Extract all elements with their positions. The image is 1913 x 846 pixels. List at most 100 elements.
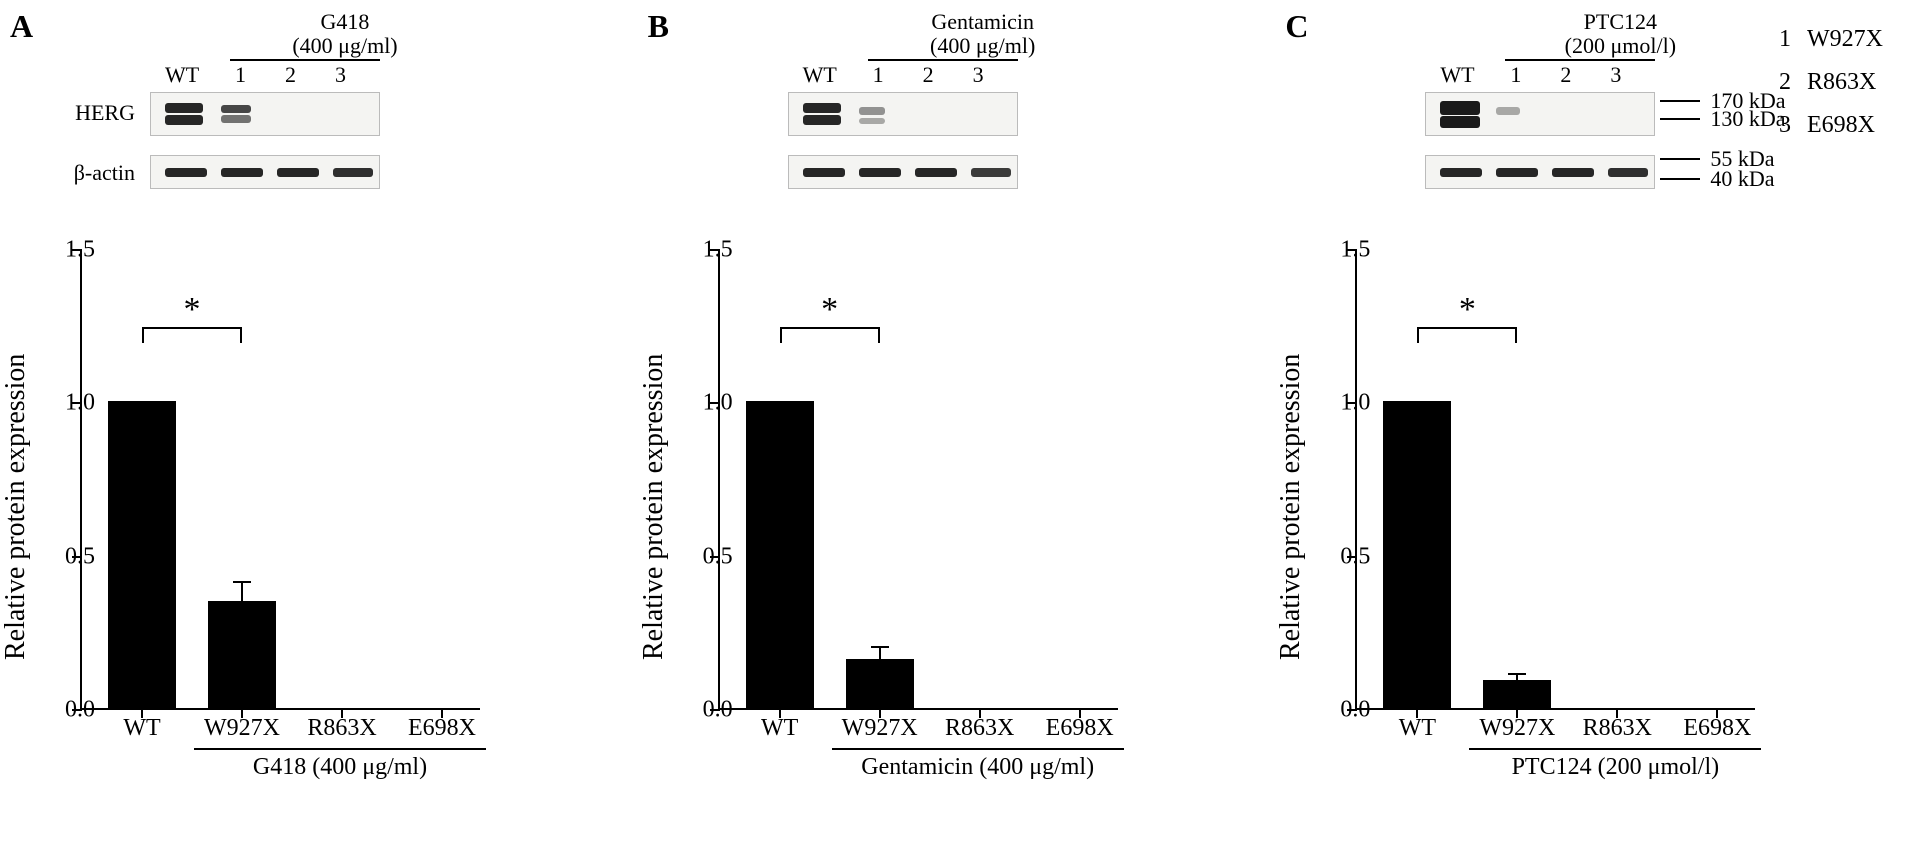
lane-num: 3 [973, 62, 984, 88]
lane-legend: 1W927X 2R863X 3E698X [1779, 18, 1883, 148]
blot-band [1440, 101, 1480, 115]
figure-container: AG418(400 μg/ml)WT123HERGβ-actinRelative… [0, 0, 1913, 846]
legend-item: 1W927X [1779, 18, 1883, 61]
actin-blot [788, 155, 1018, 189]
marker-tick [1660, 118, 1700, 120]
legend-label: R863X [1807, 69, 1876, 95]
blot-band [333, 168, 373, 177]
blot-band [1440, 116, 1480, 128]
legend-num: 2 [1779, 61, 1807, 104]
panel-label: C [1285, 8, 1308, 45]
y-tick-label: 1.0 [65, 390, 95, 417]
blot-band [165, 103, 203, 113]
y-tick-label: 0.0 [65, 697, 95, 724]
treatment-text: Gentamicin (400 μg/ml) [861, 754, 1094, 781]
error-bar-cap [1508, 673, 1526, 675]
y-tick-label: 1.5 [703, 237, 733, 264]
blot-row-label-herg: HERG [45, 100, 135, 126]
marker-tick [1660, 158, 1700, 160]
panel-label: B [648, 8, 669, 45]
western-blot: PTC124(200 μmol/l)WT123170 kDa130 kDa55 … [1325, 10, 1755, 200]
x-tick-label: R863X [945, 715, 1014, 742]
lane-num: 1 [873, 62, 884, 88]
lane-wt-label: WT [803, 62, 837, 88]
error-bar-cap [233, 581, 251, 583]
lane-group-bar [230, 59, 380, 61]
y-tick-label: 0.0 [1340, 697, 1370, 724]
bar [208, 601, 276, 708]
y-tick-label: 0.5 [703, 543, 733, 570]
bar [108, 401, 176, 708]
y-tick-label: 0.0 [703, 697, 733, 724]
blot-band [221, 168, 263, 177]
y-tick-label: 0.5 [65, 543, 95, 570]
blot-band [859, 168, 901, 177]
treatment-underline [1469, 748, 1761, 750]
x-tick-label: WT [1399, 715, 1436, 742]
y-tick-label: 1.5 [65, 237, 95, 264]
bar [1383, 401, 1451, 708]
significance-star: * [1459, 291, 1476, 329]
lane-header: WT123 [150, 62, 430, 88]
y-tick-label: 1.5 [1340, 237, 1370, 264]
bar [746, 401, 814, 708]
x-tick-label: W927X [1479, 715, 1555, 742]
blot-band [165, 115, 203, 125]
marker-label: 40 kDa [1710, 166, 1774, 192]
blot-band [1608, 168, 1648, 177]
bar-chart: Relative protein expressionWTW927XR863XE… [648, 230, 1138, 810]
significance-star: * [821, 291, 838, 329]
panel-label: A [10, 8, 33, 45]
panel-b: B Gentamicin(400 μg/ml) WT 1 2 3 Relative prot… [638, 0, 1276, 846]
y-axis-label: Relative protein expression [1275, 354, 1307, 660]
y-axis-label: Relative protein expression [0, 354, 32, 660]
actin-blot [150, 155, 380, 189]
western-blot: Gentamicin(400 μg/ml) WT 1 2 3 [688, 10, 1118, 200]
marker-tick [1660, 100, 1700, 102]
blot-band [803, 103, 841, 113]
blot-band [803, 168, 845, 177]
actin-blot [1425, 155, 1655, 189]
blot-band [915, 168, 957, 177]
marker-tick [1660, 178, 1700, 180]
x-tick-label: R863X [1583, 715, 1652, 742]
y-tick-label: 1.0 [703, 390, 733, 417]
legend-label: E698X [1807, 112, 1875, 138]
herg-blot [788, 92, 1018, 136]
herg-blot [1425, 92, 1655, 136]
blot-band [859, 107, 885, 115]
treatment-label: Gentamicin(400 μg/ml) [873, 10, 1093, 58]
treatment-text: G418 (400 μg/ml) [253, 754, 427, 781]
y-tick-label: 1.0 [1340, 390, 1370, 417]
herg-blot [150, 92, 380, 136]
x-tick-label: WT [123, 715, 160, 742]
error-bar [879, 646, 881, 661]
x-tick-label: W927X [204, 715, 280, 742]
blot-band [277, 168, 319, 177]
treatment-underline [194, 748, 486, 750]
lane-num: 3 [335, 62, 346, 88]
bar [846, 659, 914, 708]
legend-num: 1 [1779, 18, 1807, 61]
y-axis-label: Relative protein expression [638, 354, 670, 660]
lane-num: 2 [1560, 62, 1571, 88]
plot-area: WTW927XR863XE698X* [1355, 250, 1755, 710]
blot-band [1552, 168, 1594, 177]
blot-row-label-actin: β-actin [45, 160, 135, 186]
blot-band [803, 115, 841, 125]
treatment-label: G418(400 μg/ml) [235, 10, 455, 58]
x-tick-label: R863X [307, 715, 376, 742]
legend-item: 2R863X [1779, 61, 1883, 104]
lane-num: 2 [285, 62, 296, 88]
bar-chart: Relative protein expressionWTW927XR863XE… [10, 230, 500, 810]
lane-group-bar [868, 59, 1018, 61]
lane-num: 3 [1610, 62, 1621, 88]
treatment-underline [832, 748, 1124, 750]
lane-num: 2 [923, 62, 934, 88]
significance-star: * [184, 291, 201, 329]
lane-num: 1 [1510, 62, 1521, 88]
blot-band [221, 105, 251, 113]
blot-band [165, 168, 207, 177]
lane-header: WT 1 2 3 [788, 62, 1068, 88]
blot-band [971, 168, 1011, 177]
